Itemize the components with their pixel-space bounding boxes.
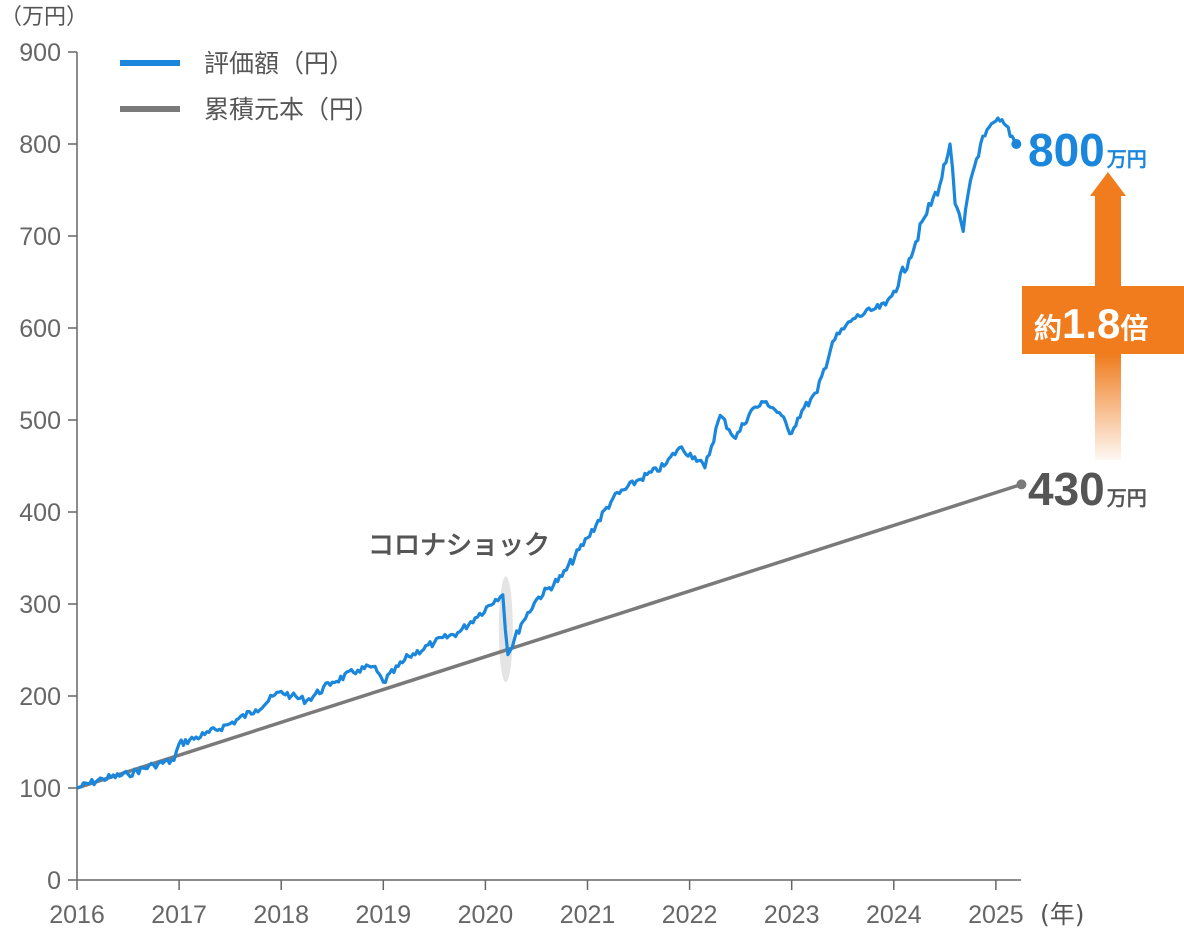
series-line-principal <box>76 482 1022 790</box>
ratio-suffix: 倍 <box>1120 312 1148 345</box>
y-tick-label: 0 <box>47 867 61 895</box>
y-unit-label: （万円） <box>0 5 88 30</box>
x-tick-label: 2025 <box>968 901 1024 929</box>
legend: 評価額（円） 累積元本（円） <box>120 49 379 124</box>
principal-end-point <box>1016 479 1027 490</box>
ratio-arrow: 約1.8倍 <box>1022 172 1184 460</box>
legend-label-principal: 累積元本（円） <box>204 95 379 124</box>
y-tick-label: 700 <box>19 223 61 251</box>
x-tick-label: 2020 <box>458 901 514 929</box>
end-value-evaluation: 800 万円 <box>1028 124 1147 176</box>
x-tick-label: 2023 <box>764 901 820 929</box>
x-tick-label: 2022 <box>662 901 718 929</box>
corona-shock-label: コロナショック <box>368 531 550 561</box>
x-unit-label: (年) <box>1040 900 1085 929</box>
y-tick-label: 100 <box>19 775 61 803</box>
evaluation-end-point <box>1011 139 1022 149</box>
y-tick-label: 800 <box>19 131 61 159</box>
y-tick-label: 200 <box>19 683 61 711</box>
end-value-evaluation-number: 800 <box>1028 124 1105 176</box>
y-tick-label: 900 <box>19 39 61 67</box>
y-tick-label: 400 <box>19 499 61 527</box>
x-tick-label: 2024 <box>866 901 922 929</box>
x-tick-label: 2017 <box>151 901 207 929</box>
x-tick-label: 2019 <box>355 901 411 929</box>
ratio-arrow-head <box>1090 172 1126 196</box>
legend-label-evaluation: 評価額（円） <box>204 49 354 78</box>
series-line-evaluation <box>76 116 1018 790</box>
y-tick-label: 500 <box>19 407 61 435</box>
x-tick-label: 2018 <box>253 901 309 929</box>
x-tick-label: 2021 <box>560 901 616 929</box>
y-tick-label: 600 <box>19 315 61 343</box>
end-value-principal-unit: 万円 <box>1106 486 1147 510</box>
ratio-label: 約1.8倍 <box>1034 300 1148 347</box>
end-value-principal-number: 430 <box>1028 463 1105 515</box>
y-tick-label: 300 <box>19 591 61 619</box>
x-tick-label: 2016 <box>49 901 105 929</box>
ratio-prefix: 約 <box>1034 312 1062 345</box>
end-value-evaluation-unit: 万円 <box>1106 147 1147 171</box>
end-value-principal: 430 万円 <box>1028 463 1147 515</box>
ratio-badge <box>1022 286 1184 354</box>
ratio-value: 1.8 <box>1062 300 1120 347</box>
